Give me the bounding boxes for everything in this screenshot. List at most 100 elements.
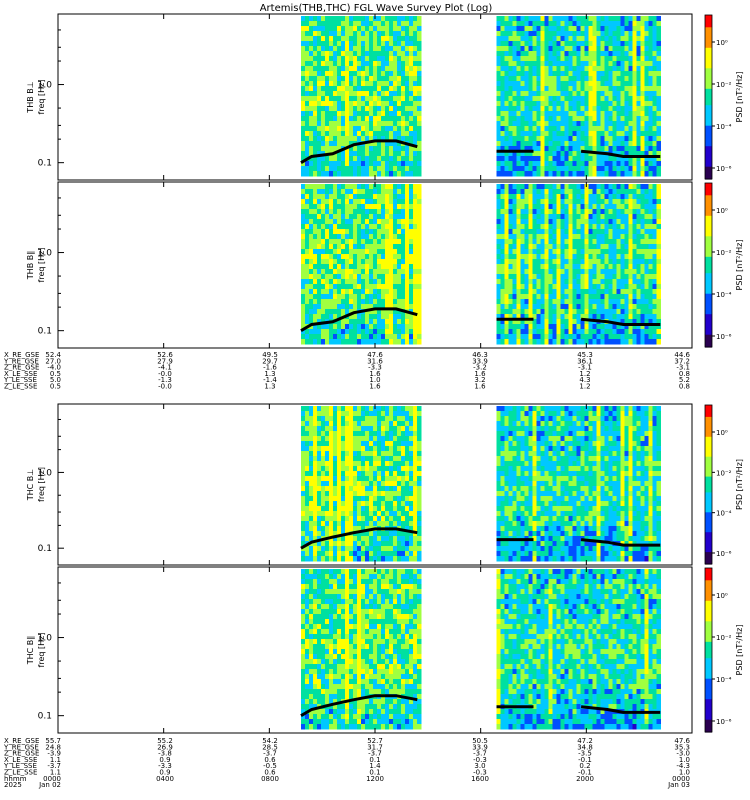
spectrogram-cell — [377, 16, 382, 22]
spectrogram-cell — [624, 184, 629, 190]
spectrogram-cell — [508, 289, 513, 295]
spectrogram-cell — [548, 324, 553, 330]
spectrogram-cell — [393, 71, 398, 77]
spectrogram-cell — [620, 259, 625, 265]
spectrogram-cell — [333, 506, 338, 512]
spectrogram-cell — [365, 91, 370, 97]
spectrogram-cell — [556, 299, 561, 305]
spectrogram-cell — [612, 264, 617, 270]
spectrogram-cell — [584, 259, 589, 265]
spectrogram-cell — [640, 209, 645, 215]
spectrogram-cell — [381, 184, 386, 190]
spectrogram-cell — [409, 284, 414, 290]
spectrogram-cell — [333, 224, 338, 230]
spectrogram-cell — [397, 274, 402, 280]
spectrogram-cell — [325, 21, 330, 27]
spectrogram-cell — [636, 259, 641, 265]
spectrogram-cell — [584, 249, 589, 255]
spectrogram-cell — [325, 299, 330, 305]
spectrogram-cell — [508, 116, 513, 122]
spectrogram-cell — [305, 214, 310, 220]
spectrogram-cell — [397, 254, 402, 260]
spectrogram-cell — [588, 111, 593, 117]
spectrogram-cell — [540, 269, 545, 275]
spectrogram-cell — [636, 166, 641, 172]
spectrogram-cell — [648, 151, 653, 157]
spectrogram-cell — [612, 26, 617, 32]
spectrogram-cell — [648, 171, 653, 177]
spectrogram-cell — [652, 66, 657, 72]
spectrogram-cell — [333, 156, 338, 162]
spectrogram-cell — [385, 239, 390, 245]
spectrogram-cell — [305, 204, 310, 210]
spectrogram-cell — [568, 141, 573, 147]
spectrogram-cell — [588, 264, 593, 270]
spectrogram-cell — [341, 309, 346, 315]
spectrogram-cell — [512, 334, 517, 340]
spectrogram-cell — [369, 46, 374, 52]
frequency-line — [300, 307, 418, 332]
spectrogram-cell — [572, 121, 577, 127]
spectrogram-cell — [620, 334, 625, 340]
spectrogram-cell — [600, 131, 605, 137]
spectrogram-cell — [385, 284, 390, 290]
spectrogram-cell — [317, 56, 322, 62]
spectrogram-cell — [321, 294, 326, 300]
spectrogram-cell — [624, 161, 629, 167]
colorbar-segment — [705, 39, 712, 45]
spectrogram-cell — [317, 411, 322, 417]
spectrogram-cell — [409, 259, 414, 265]
spectrogram-cell — [564, 51, 569, 57]
spectrogram-cell — [596, 224, 601, 230]
spectrogram-cell — [584, 189, 589, 195]
spectrogram-cell — [564, 121, 569, 127]
spectrogram-cell — [644, 194, 649, 200]
spectrogram-cell — [377, 166, 382, 172]
spectrogram-cell — [377, 259, 382, 265]
spectrogram-cell — [305, 91, 310, 97]
spectrogram-cell — [341, 96, 346, 102]
spectrogram-cell — [317, 61, 322, 67]
spectrogram-cell — [317, 551, 322, 557]
spectrogram-cell — [576, 184, 581, 190]
spectrogram-cell — [345, 76, 350, 82]
spectrogram-cell — [624, 171, 629, 177]
spectrogram-cell — [532, 319, 537, 325]
spectrogram-cell — [512, 86, 517, 92]
spectrogram-cell — [504, 189, 509, 195]
spectrogram-cell — [369, 41, 374, 47]
spectrogram-cell — [528, 121, 533, 127]
spectrogram-cell — [600, 279, 605, 285]
spectrogram-cell — [305, 279, 310, 285]
spectrogram-cell — [592, 76, 597, 82]
spectrogram-cell — [572, 279, 577, 285]
spectrogram-cell — [588, 274, 593, 280]
spectrogram-cell — [524, 214, 529, 220]
spectrogram-cell — [568, 86, 573, 92]
spectrogram-cell — [568, 66, 573, 72]
spectrogram-cell — [640, 56, 645, 62]
spectrogram-cell — [616, 294, 621, 300]
spectrogram-cell — [608, 101, 613, 107]
spectrogram-cell — [564, 329, 569, 335]
spectrogram-cell — [636, 284, 641, 290]
spectrogram-cell — [341, 41, 346, 47]
spectrogram-cell — [369, 314, 374, 320]
spectrogram-cell — [381, 329, 386, 335]
spectrogram-cell — [349, 156, 354, 162]
spectrogram-cell — [592, 56, 597, 62]
spectrogram-cell — [413, 131, 418, 137]
spectrogram-cell — [417, 71, 422, 77]
spectrogram-cell — [377, 334, 382, 340]
spectrogram-cell — [317, 279, 322, 285]
spectrogram-cell — [385, 204, 390, 210]
spectrogram-cell — [632, 96, 637, 102]
spectrogram-cell — [624, 274, 629, 280]
spectrogram-cell — [305, 61, 310, 67]
spectrogram-cell — [337, 264, 342, 270]
spectrogram-cell — [381, 156, 386, 162]
spectrogram-cell — [528, 199, 533, 205]
spectrogram-cell — [345, 21, 350, 27]
spectrogram-cell — [576, 166, 581, 172]
spectrogram-cell — [640, 106, 645, 112]
